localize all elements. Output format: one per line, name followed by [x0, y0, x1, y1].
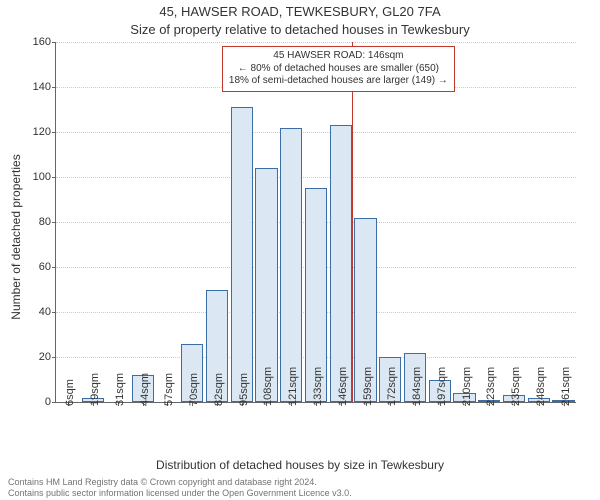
ytick-label: 0: [45, 396, 56, 408]
xtick-label: 31sqm: [114, 373, 126, 406]
y-axis-label: Number of detached properties: [9, 137, 23, 337]
histogram-bar: [330, 125, 352, 402]
xtick-label: 70sqm: [188, 373, 200, 406]
xtick-label: 197sqm: [436, 367, 448, 406]
annotation-line2: ← 80% of detached houses are smaller (65…: [229, 63, 448, 76]
xtick-label: 184sqm: [411, 367, 423, 406]
annotation-line3: 18% of semi-detached houses are larger (…: [229, 75, 448, 88]
xtick-label: 146sqm: [337, 367, 349, 406]
ytick-label: 160: [33, 36, 56, 48]
gridline: [56, 132, 576, 133]
xtick-label: 210sqm: [461, 367, 473, 406]
ytick-label: 60: [39, 261, 56, 273]
xtick-label: 261sqm: [560, 367, 572, 406]
annotation-line1: 45 HAWSER ROAD: 146sqm: [229, 50, 448, 63]
gridline: [56, 177, 576, 178]
footer-line2: Contains public sector information licen…: [8, 488, 592, 498]
ytick-label: 20: [39, 351, 56, 363]
x-axis-label: Distribution of detached houses by size …: [0, 458, 600, 472]
gridline: [56, 42, 576, 43]
xtick-label: 108sqm: [262, 367, 274, 406]
plot-area: 0204060801001201401606sqm19sqm31sqm44sqm…: [55, 42, 576, 403]
ytick-label: 40: [39, 306, 56, 318]
xtick-label: 95sqm: [238, 373, 250, 406]
chart-title-address: 45, HAWSER ROAD, TEWKESBURY, GL20 7FA: [0, 4, 600, 19]
chart-title-desc: Size of property relative to detached ho…: [0, 22, 600, 37]
ytick-label: 120: [33, 126, 56, 138]
footer-line1: Contains HM Land Registry data © Crown c…: [8, 477, 592, 487]
xtick-label: 44sqm: [139, 373, 151, 406]
xtick-label: 159sqm: [362, 367, 374, 406]
xtick-label: 172sqm: [386, 367, 398, 406]
reference-line: [352, 42, 353, 402]
chart-container: 45, HAWSER ROAD, TEWKESBURY, GL20 7FA Si…: [0, 0, 600, 500]
ytick-label: 100: [33, 171, 56, 183]
xtick-label: 248sqm: [535, 367, 547, 406]
xtick-label: 57sqm: [163, 373, 175, 406]
ytick-label: 140: [33, 81, 56, 93]
ytick-label: 80: [39, 216, 56, 228]
xtick-label: 133sqm: [312, 367, 324, 406]
histogram-bar: [231, 107, 253, 402]
histogram-bar: [280, 128, 302, 403]
xtick-label: 19sqm: [89, 373, 101, 406]
xtick-label: 82sqm: [213, 373, 225, 406]
attribution-footer: Contains HM Land Registry data © Crown c…: [8, 477, 592, 498]
xtick-label: 121sqm: [287, 367, 299, 406]
xtick-label: 223sqm: [485, 367, 497, 406]
reference-annotation: 45 HAWSER ROAD: 146sqm ← 80% of detached…: [222, 46, 455, 92]
xtick-label: 6sqm: [64, 379, 76, 406]
xtick-label: 235sqm: [510, 367, 522, 406]
